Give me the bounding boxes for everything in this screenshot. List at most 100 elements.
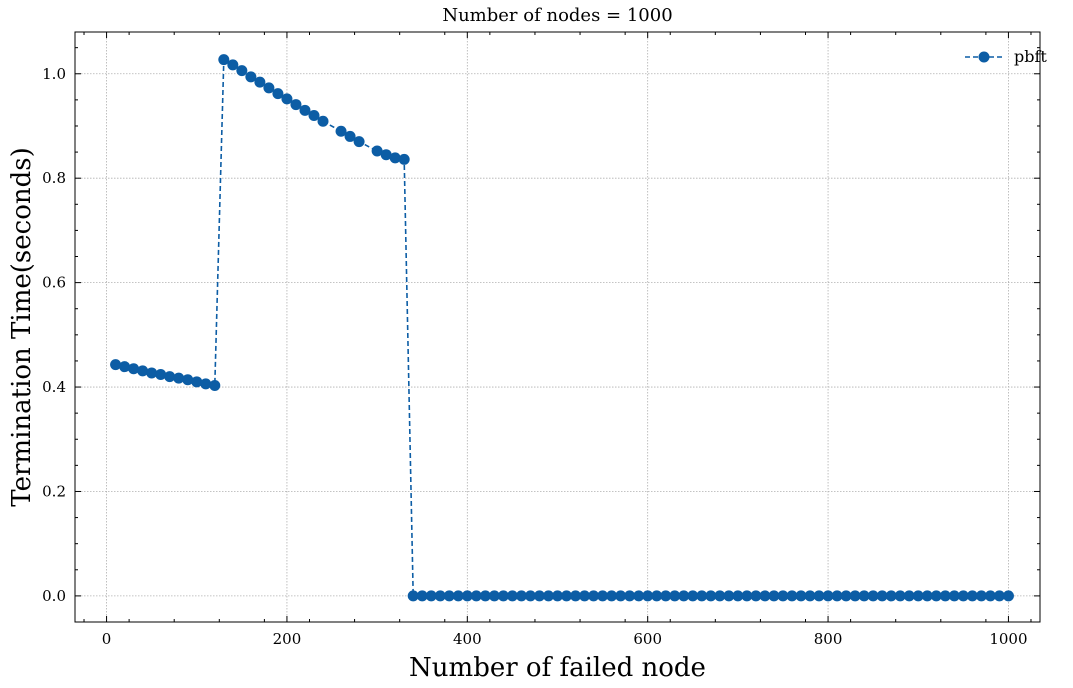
chart-title: Number of nodes = 1000	[442, 5, 672, 26]
data-point	[335, 125, 347, 137]
data-point	[759, 590, 771, 602]
data-point	[831, 590, 843, 602]
data-point	[299, 104, 311, 116]
data-point	[1002, 590, 1014, 602]
y-axis-label: Termination Time(seconds)	[7, 147, 37, 506]
data-point	[308, 110, 320, 122]
data-point	[732, 590, 744, 602]
data-point	[561, 590, 573, 602]
data-point	[515, 590, 527, 602]
data-point	[687, 590, 699, 602]
data-point	[570, 590, 582, 602]
data-point	[470, 590, 482, 602]
y-tick-label: 0.4	[42, 378, 66, 396]
data-point	[263, 82, 275, 94]
legend: pbft	[965, 47, 1047, 66]
data-point	[533, 590, 545, 602]
data-point	[119, 361, 131, 373]
data-point	[542, 590, 554, 602]
data-point	[840, 590, 852, 602]
x-tick-label: 600	[633, 630, 662, 648]
legend-marker	[978, 51, 990, 63]
data-point	[993, 590, 1005, 602]
plot-frame	[74, 31, 1041, 623]
data-point	[579, 590, 591, 602]
tick-layer: 0 200 400 600 800 1000 0.0 0.2 0.4 0.6 0.8 1.0	[42, 32, 1040, 648]
data-point	[921, 590, 933, 602]
data-point	[443, 590, 455, 602]
data-point	[642, 590, 654, 602]
data-point	[984, 590, 996, 602]
data-point	[164, 371, 176, 383]
data-point	[975, 590, 987, 602]
data-point	[344, 130, 356, 142]
data-point	[173, 372, 185, 384]
data-point	[407, 590, 419, 602]
data-point	[795, 590, 807, 602]
data-point	[858, 590, 870, 602]
data-point	[272, 88, 284, 100]
data-point	[723, 590, 735, 602]
x-tick-label: 800	[814, 630, 843, 648]
data-point	[218, 54, 230, 66]
x-tick-label: 400	[453, 630, 482, 648]
data-point	[876, 590, 888, 602]
data-point	[182, 374, 194, 386]
x-axis-label: Number of failed node	[409, 653, 706, 683]
data-point	[200, 378, 212, 390]
data-point	[254, 76, 266, 88]
data-point	[948, 590, 960, 602]
data-point	[714, 590, 726, 602]
series-line-pbft	[115, 58, 1009, 597]
data-point	[741, 590, 753, 602]
x-tick-label: 1000	[989, 630, 1027, 648]
data-point	[317, 115, 329, 127]
data-point	[479, 590, 491, 602]
data-point	[488, 590, 500, 602]
data-point	[939, 590, 951, 602]
data-point	[867, 590, 879, 602]
series-layer	[110, 54, 1014, 602]
data-point	[669, 590, 681, 602]
data-point	[110, 359, 122, 371]
data-point	[416, 590, 428, 602]
data-point	[615, 590, 627, 602]
data-point	[236, 65, 248, 77]
data-point	[624, 590, 636, 602]
y-tick-label: 0.8	[42, 169, 66, 187]
y-tick-label: 0.0	[42, 587, 66, 605]
data-point	[678, 590, 690, 602]
data-point	[497, 590, 509, 602]
data-point	[353, 136, 365, 148]
data-point	[552, 590, 563, 602]
data-point	[849, 590, 861, 602]
data-point	[371, 145, 383, 157]
data-point	[597, 590, 609, 602]
data-point	[281, 93, 293, 105]
data-point	[398, 153, 410, 165]
x-tick-label: 200	[273, 630, 302, 648]
y-tick-label: 1.0	[42, 65, 66, 83]
data-point	[506, 590, 518, 602]
data-point	[137, 365, 149, 377]
data-point	[651, 590, 663, 602]
data-point	[660, 590, 672, 602]
data-point	[912, 590, 924, 602]
data-point	[452, 590, 464, 602]
data-point	[768, 590, 780, 602]
data-point	[777, 590, 789, 602]
data-point	[633, 590, 645, 602]
data-point	[750, 590, 762, 602]
x-tick-label: 0	[102, 630, 112, 648]
data-point	[425, 590, 437, 602]
data-point	[191, 376, 203, 388]
data-point	[957, 590, 969, 602]
data-point	[227, 59, 239, 71]
data-point	[903, 590, 915, 602]
y-tick-label: 0.6	[42, 274, 66, 292]
data-point	[155, 369, 167, 381]
data-point	[588, 590, 600, 602]
data-point	[885, 590, 897, 602]
data-point	[930, 590, 942, 602]
data-point	[290, 99, 302, 111]
